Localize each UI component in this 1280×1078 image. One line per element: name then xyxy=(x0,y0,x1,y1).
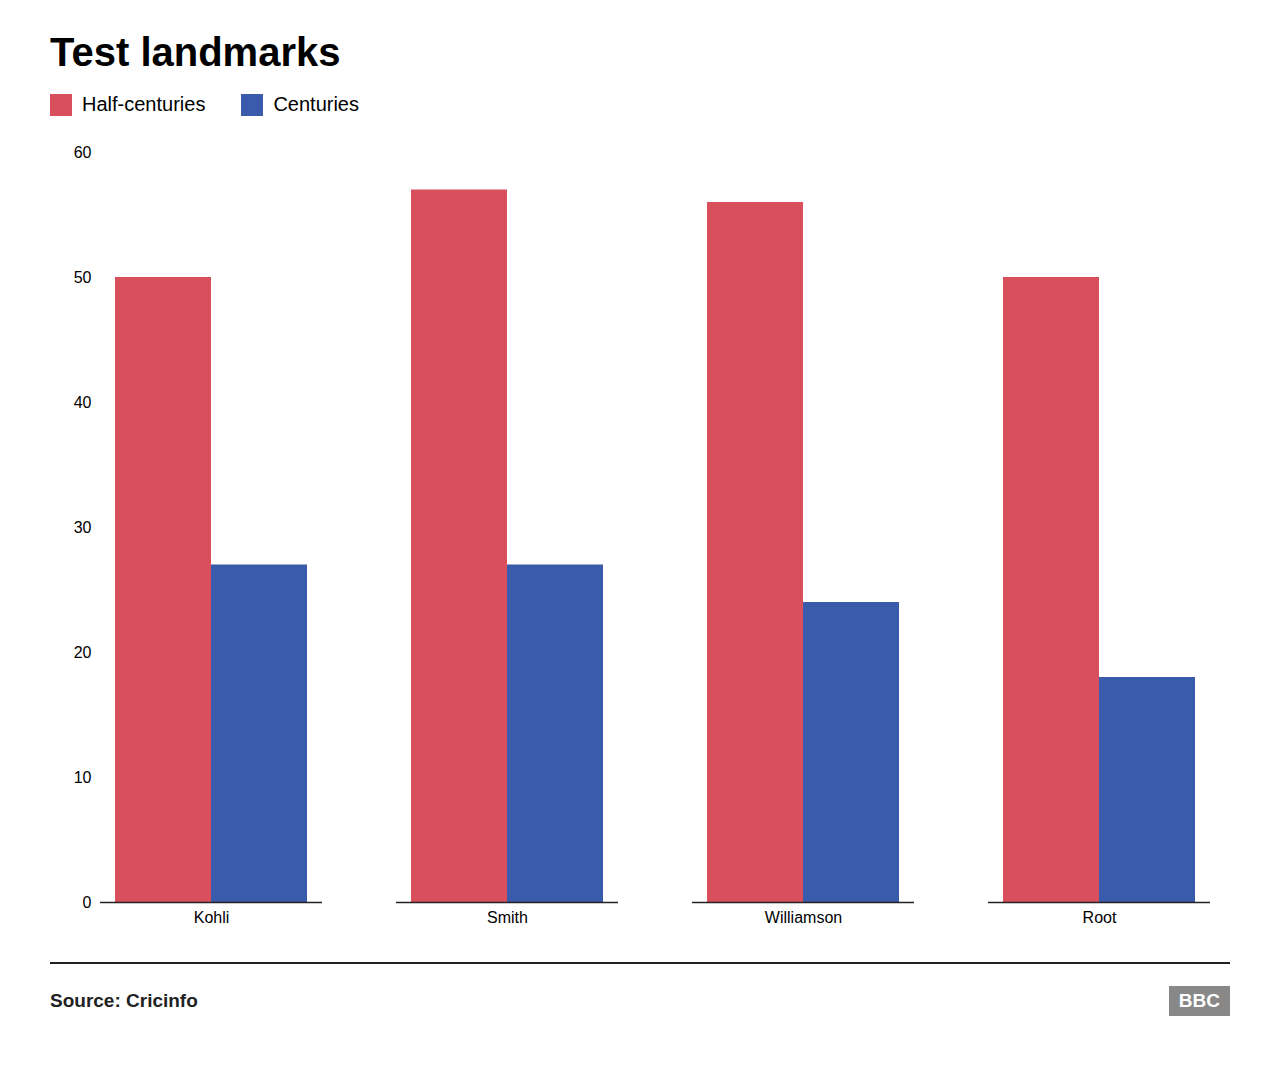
svg-text:Root: Root xyxy=(1083,909,1117,926)
html-text:Source: Cricinfo: Source: Cricinfo xyxy=(50,990,198,1011)
svg-text:30: 30 xyxy=(74,519,92,536)
html-text:Test landmarks: Test landmarks xyxy=(50,30,341,74)
svg-text:Kohli: Kohli xyxy=(194,909,230,926)
svg-text:40: 40 xyxy=(74,394,92,411)
svg-text:20: 20 xyxy=(74,644,92,661)
html-text:Centuries: Centuries xyxy=(273,93,359,115)
svg-text:50: 50 xyxy=(74,269,92,286)
html-text:BBC: BBC xyxy=(1178,990,1220,1011)
svg-text:Smith: Smith xyxy=(487,909,528,926)
svg-text:60: 60 xyxy=(74,144,92,161)
svg-text:10: 10 xyxy=(74,769,92,786)
svg-text:0: 0 xyxy=(83,894,92,911)
svg-text:Williamson: Williamson xyxy=(765,909,842,926)
html-text:Half-centuries: Half-centuries xyxy=(82,93,206,115)
